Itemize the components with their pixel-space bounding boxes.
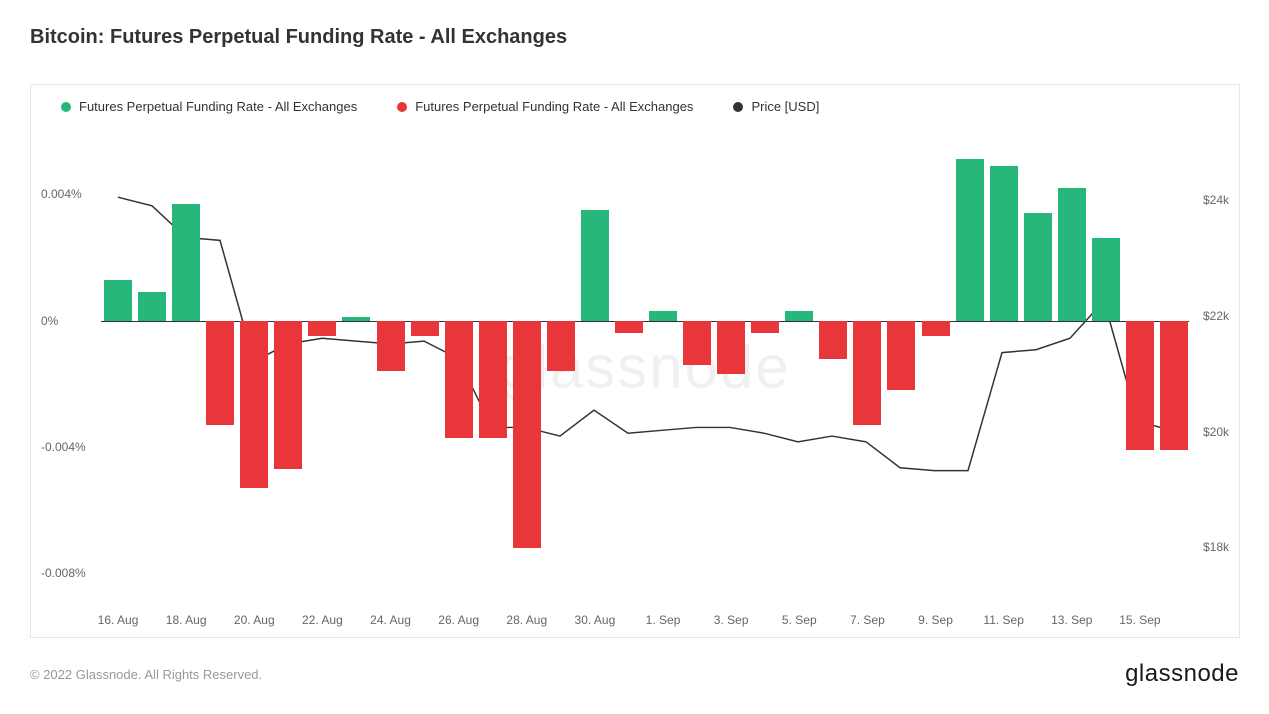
- y-axis-left-label: 0.004%: [41, 187, 82, 201]
- bar: [785, 311, 813, 320]
- legend-label-positive: Futures Perpetual Funding Rate - All Exc…: [79, 99, 357, 114]
- y-axis-right-label: $20k: [1203, 425, 1229, 439]
- legend-marker-positive: [61, 102, 71, 112]
- bar: [853, 321, 881, 425]
- bar: [1126, 321, 1154, 451]
- bar: [138, 292, 166, 320]
- legend-marker-price: [733, 102, 743, 112]
- x-axis-label: 24. Aug: [370, 613, 411, 627]
- bar: [615, 321, 643, 334]
- legend-item-negative: Futures Perpetual Funding Rate - All Exc…: [397, 99, 693, 114]
- bar: [513, 321, 541, 549]
- legend-label-price: Price [USD]: [751, 99, 819, 114]
- brand-logo: glassnode: [1125, 660, 1239, 688]
- bar: [411, 321, 439, 337]
- bar: [887, 321, 915, 391]
- bar: [445, 321, 473, 438]
- x-axis-label: 16. Aug: [98, 613, 139, 627]
- bar: [581, 210, 609, 321]
- copyright-text: © 2022 Glassnode. All Rights Reserved.: [30, 667, 262, 682]
- bar: [342, 317, 370, 320]
- legend-marker-negative: [397, 102, 407, 112]
- legend-item-price: Price [USD]: [733, 99, 819, 114]
- x-axis-label: 1. Sep: [646, 613, 681, 627]
- bar: [1024, 213, 1052, 320]
- x-axis-label: 30. Aug: [575, 613, 616, 627]
- x-axis-label: 5. Sep: [782, 613, 817, 627]
- x-axis-label: 22. Aug: [302, 613, 343, 627]
- x-axis-label: 3. Sep: [714, 613, 749, 627]
- bar: [683, 321, 711, 365]
- x-axis-label: 26. Aug: [438, 613, 479, 627]
- y-axis-left-label: 0%: [41, 314, 58, 328]
- y-axis-left-label: -0.008%: [41, 566, 86, 580]
- legend-label-negative: Futures Perpetual Funding Rate - All Exc…: [415, 99, 693, 114]
- x-axis-label: 15. Sep: [1119, 613, 1160, 627]
- footer: © 2022 Glassnode. All Rights Reserved. g…: [30, 660, 1239, 688]
- x-axis-label: 9. Sep: [918, 613, 953, 627]
- bar: [206, 321, 234, 425]
- bar: [104, 280, 132, 321]
- x-axis-label: 7. Sep: [850, 613, 885, 627]
- chart-container: Futures Perpetual Funding Rate - All Exc…: [30, 84, 1240, 638]
- y-axis-right-label: $22k: [1203, 309, 1229, 323]
- bar: [649, 311, 677, 320]
- bar: [240, 321, 268, 488]
- bar: [990, 166, 1018, 321]
- bar: [479, 321, 507, 438]
- bar: [274, 321, 302, 470]
- legend: Futures Perpetual Funding Rate - All Exc…: [61, 99, 1209, 114]
- x-axis-label: 28. Aug: [506, 613, 547, 627]
- bar: [751, 321, 779, 334]
- chart-title: Bitcoin: Futures Perpetual Funding Rate …: [30, 26, 567, 49]
- bar: [547, 321, 575, 372]
- bar: [717, 321, 745, 375]
- y-axis-right-label: $24k: [1203, 193, 1229, 207]
- bar: [172, 204, 200, 321]
- x-axis-label: 20. Aug: [234, 613, 275, 627]
- legend-item-positive: Futures Perpetual Funding Rate - All Exc…: [61, 99, 357, 114]
- bar: [819, 321, 847, 359]
- bar: [1058, 188, 1086, 321]
- bar: [1092, 238, 1120, 320]
- x-axis-label: 18. Aug: [166, 613, 207, 627]
- bar: [956, 159, 984, 320]
- bar: [377, 321, 405, 372]
- x-axis-label: 13. Sep: [1051, 613, 1092, 627]
- y-axis-left-label: -0.004%: [41, 440, 86, 454]
- plot-area: glassnode: [101, 131, 1189, 603]
- x-axis-label: 11. Sep: [983, 613, 1023, 627]
- y-axis-right-label: $18k: [1203, 540, 1229, 554]
- bar: [1160, 321, 1188, 451]
- bar: [308, 321, 336, 337]
- bar: [922, 321, 950, 337]
